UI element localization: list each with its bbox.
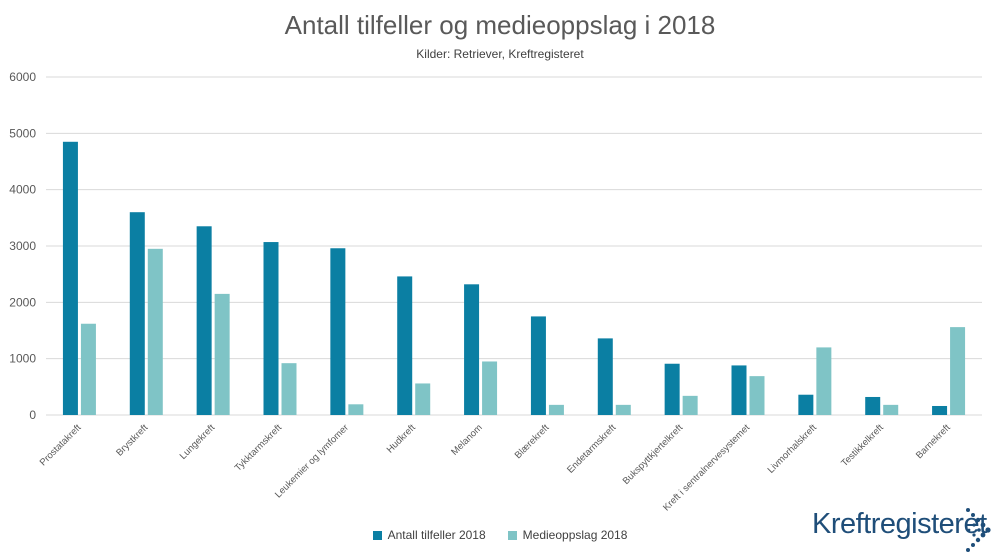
bar-antall-tilfeller bbox=[798, 394, 814, 415]
legend-item-series1: Antall tilfeller 2018 bbox=[372, 528, 486, 542]
chart-subtitle: Kilder: Retriever, Kreftregisteret bbox=[416, 47, 584, 61]
x-tick-label: Barnekreft bbox=[914, 422, 953, 461]
y-tick-label: 3000 bbox=[9, 239, 36, 253]
y-tick-label: 0 bbox=[29, 408, 36, 422]
y-tick-label: 2000 bbox=[9, 295, 36, 309]
legend-label-series2: Medieoppslag 2018 bbox=[522, 528, 628, 542]
bar-chart: 0 1000 2000 3000 4000 5000 6000 Prostatakreft Br… bbox=[9, 70, 982, 513]
x-tick-label: Hudkreft bbox=[385, 422, 418, 455]
x-tick-label: Brystkreft bbox=[114, 422, 150, 458]
legend-label-series1: Antall tilfeller 2018 bbox=[387, 528, 486, 542]
bar-antall-tilfeller bbox=[597, 338, 613, 415]
bar-medieoppslag bbox=[80, 323, 96, 415]
y-tick-label: 4000 bbox=[9, 183, 36, 197]
x-tick-label: Blærekreft bbox=[513, 422, 552, 461]
bar-antall-tilfeller bbox=[62, 141, 78, 416]
bar-antall-tilfeller bbox=[731, 365, 747, 415]
logo-wordmark: Kreftregisteret bbox=[812, 508, 987, 540]
x-tick-label: Testikkelkreft bbox=[839, 422, 886, 469]
y-tick-label: 1000 bbox=[9, 352, 36, 366]
x-tick-label: Melanom bbox=[449, 422, 484, 457]
x-tick-label: Prostatakreft bbox=[38, 422, 84, 468]
bar-antall-tilfeller bbox=[263, 242, 279, 415]
bar-medieoppslag bbox=[682, 395, 698, 415]
bar-antall-tilfeller bbox=[330, 248, 346, 415]
bar-antall-tilfeller bbox=[932, 405, 948, 415]
chart-legend: Antall tilfeller 2018 Medieoppslag 2018 bbox=[0, 528, 1000, 542]
bar-medieoppslag bbox=[615, 404, 631, 415]
y-tick-label: 6000 bbox=[9, 70, 36, 84]
x-tick-label: Leukemier og lymfomer bbox=[273, 422, 351, 500]
bar-medieoppslag bbox=[749, 376, 765, 415]
bar-medieoppslag bbox=[415, 383, 431, 415]
bar-antall-tilfeller bbox=[129, 212, 145, 415]
x-tick-label: Tykktarmskreft bbox=[233, 422, 285, 474]
y-tick-label: 5000 bbox=[9, 126, 36, 140]
logo-dots-icon bbox=[966, 508, 991, 552]
x-tick-label: Livmorhalskreft bbox=[766, 422, 820, 476]
bar-antall-tilfeller bbox=[865, 396, 881, 415]
x-tick-label: Endetarmskreft bbox=[565, 422, 619, 476]
legend-swatch-series1 bbox=[372, 530, 382, 540]
bar-medieoppslag bbox=[281, 363, 297, 415]
bar-antall-tilfeller bbox=[196, 226, 212, 415]
bar-antall-tilfeller bbox=[397, 276, 413, 415]
legend-swatch-series2 bbox=[507, 530, 517, 540]
bar-medieoppslag bbox=[950, 327, 966, 415]
legend-item-series2: Medieoppslag 2018 bbox=[507, 528, 628, 542]
x-tick-label: Lungekreft bbox=[178, 422, 218, 462]
bar-antall-tilfeller bbox=[664, 363, 680, 415]
chart-title: Antall tilfeller og medieoppslag i 2018 bbox=[284, 10, 716, 40]
bar-medieoppslag bbox=[482, 361, 498, 415]
bar-medieoppslag bbox=[147, 248, 163, 415]
x-tick-label: Bukspyttkjertelkreft bbox=[621, 422, 686, 487]
kreftregisteret-logo: Kreftregisteret bbox=[812, 504, 1000, 555]
bar-medieoppslag bbox=[548, 404, 564, 415]
bar-medieoppslag bbox=[214, 293, 230, 415]
bar-antall-tilfeller bbox=[464, 284, 480, 415]
bar-medieoppslag bbox=[816, 347, 832, 415]
bar-medieoppslag bbox=[883, 404, 899, 415]
bar-medieoppslag bbox=[348, 404, 364, 415]
bar-antall-tilfeller bbox=[530, 316, 546, 415]
